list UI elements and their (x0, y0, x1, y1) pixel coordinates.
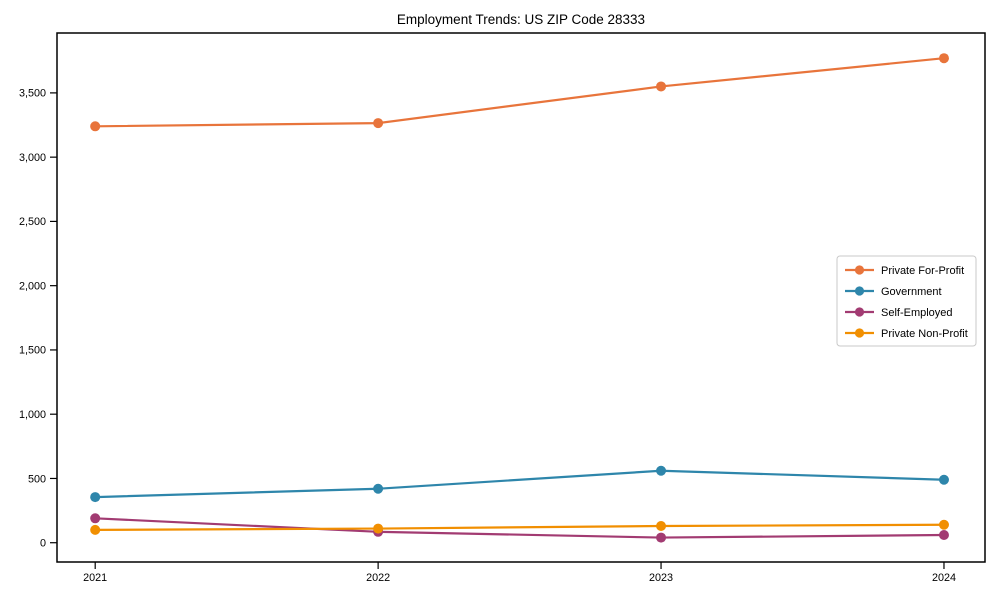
data-point (373, 483, 384, 494)
y-tick-label: 0 (40, 538, 46, 550)
x-tick-label: 2023 (649, 572, 673, 584)
data-point (373, 523, 384, 534)
data-point (90, 492, 101, 503)
data-point (938, 519, 949, 530)
y-tick-label: 2,000 (19, 280, 46, 292)
x-tick-label: 2021 (83, 572, 107, 584)
legend-label: Private Non-Profit (881, 328, 968, 340)
legend-label: Self-Employed (881, 307, 953, 319)
legend-marker-dot (854, 286, 865, 296)
y-tick-label: 1,500 (19, 345, 46, 357)
chart-title: Employment Trends: US ZIP Code 28333 (397, 12, 645, 27)
data-point (373, 118, 384, 129)
data-point (90, 513, 101, 524)
legend-label: Private For-Profit (881, 265, 964, 277)
data-point (938, 53, 949, 64)
plot-area: 0 500 1,000 1,500 2,000 2,500 3,000 3,500 2021 20… (19, 32, 986, 584)
y-tick-label: 3,000 (19, 152, 46, 164)
series-line-private-for-profit (95, 57, 945, 128)
legend-marker-dot (854, 265, 865, 275)
axes-box (56, 32, 986, 563)
data-point (90, 524, 101, 535)
legend-label: Government (881, 286, 942, 298)
y-tick-label: 1,000 (19, 409, 46, 421)
data-point (938, 474, 949, 485)
series-line-government (95, 469, 945, 499)
data-point (938, 530, 949, 541)
y-tick-label: 3,500 (19, 88, 46, 100)
x-tick-label: 2024 (932, 572, 956, 584)
series-line-private-non-profit (95, 523, 944, 531)
y-tick-label: 500 (28, 473, 46, 485)
data-point (656, 81, 667, 92)
series-line-self-employed (95, 517, 944, 539)
legend-marker-dot (854, 307, 865, 317)
legend-marker-dot (854, 328, 865, 338)
data-point (656, 532, 667, 543)
data-point (656, 521, 667, 532)
data-point (656, 465, 667, 476)
data-point (90, 121, 101, 132)
legend-box (836, 255, 977, 347)
y-tick-label: 2,500 (19, 216, 46, 228)
x-tick-label: 2022 (366, 572, 390, 584)
